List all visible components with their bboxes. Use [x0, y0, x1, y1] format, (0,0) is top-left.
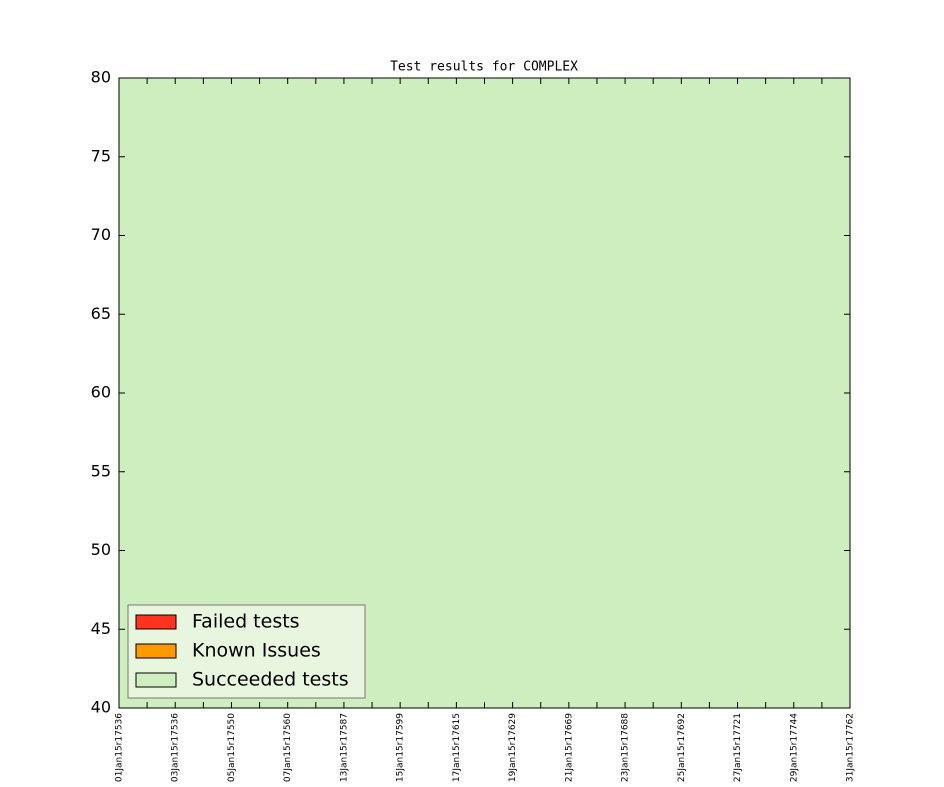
x-tick-label: 05Jan15r17550	[227, 713, 237, 782]
y-tick-label: 80	[91, 68, 111, 87]
x-tick-label: 01Jan15r17536	[115, 713, 125, 782]
x-tick-label: 23Jan15r17688	[621, 713, 631, 782]
x-tick-label: 25Jan15r17692	[677, 713, 687, 782]
legend-label: Succeeded tests	[192, 669, 349, 691]
y-tick-label: 50	[91, 540, 111, 559]
chart-title: Test results for COMPLEX	[390, 60, 578, 75]
legend: Failed tests Known Issues Succeeded tests	[127, 604, 366, 699]
x-tick-label: 19Jan15r17629	[508, 713, 518, 782]
y-tick-label: 60	[91, 383, 111, 402]
y-tick-label: 40	[91, 698, 111, 717]
y-tick-label: 70	[91, 225, 111, 244]
x-tick-label: 15Jan15r17599	[396, 713, 406, 782]
legend-swatch	[135, 614, 177, 630]
x-tick-label: 29Jan15r17744	[789, 713, 799, 782]
y-tick-label: 55	[91, 461, 111, 480]
y-tick-label: 75	[91, 146, 111, 165]
y-tick-label: 65	[91, 304, 111, 323]
x-tick-label: 21Jan15r17669	[564, 713, 574, 782]
x-tick-label: 07Jan15r17560	[283, 713, 293, 782]
legend-label: Known Issues	[192, 640, 321, 662]
x-tick-label: 31Jan15r17762	[846, 713, 856, 782]
legend-label: Failed tests	[192, 611, 300, 633]
y-tick-label: 45	[91, 619, 111, 638]
x-tick-label: 13Jan15r17587	[339, 713, 349, 782]
legend-swatch	[135, 643, 177, 659]
x-tick-label: 03Jan15r17536	[171, 713, 181, 782]
x-tick-label: 17Jan15r17615	[452, 713, 462, 782]
area	[119, 78, 850, 708]
x-tick-label: 27Jan15r17721	[733, 713, 743, 782]
legend-swatch	[135, 672, 177, 688]
